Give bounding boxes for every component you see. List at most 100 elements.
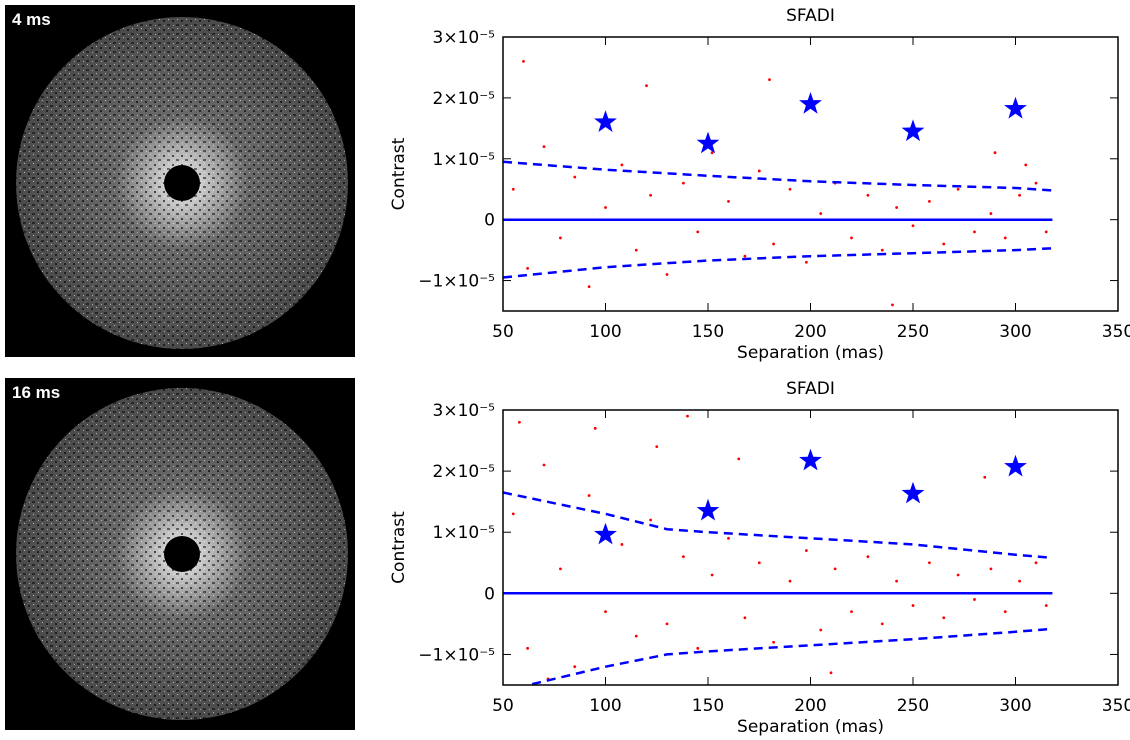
data-point — [850, 610, 853, 614]
data-point — [665, 273, 669, 276]
image-label: 4 ms — [12, 10, 51, 29]
x-tick-label: 100 — [589, 696, 621, 716]
x-axis-label: Separation (mas) — [737, 343, 884, 363]
data-point — [542, 145, 546, 149]
dashed-curve — [503, 160, 1053, 192]
data-point — [604, 206, 607, 209]
data-point — [866, 193, 870, 197]
data-point — [1003, 236, 1007, 240]
data-point — [511, 187, 515, 191]
data-point — [1034, 561, 1038, 565]
data-point — [772, 242, 775, 246]
data-point — [518, 420, 521, 424]
data-point — [727, 536, 730, 540]
y-tick-label: 1×10⁻⁵ — [433, 523, 495, 543]
chart-title: SFADI — [786, 6, 835, 26]
x-tick-label: 150 — [692, 696, 724, 716]
data-point — [805, 549, 808, 552]
x-tick-label: 50 — [492, 696, 514, 716]
star-marker — [901, 119, 925, 142]
data-point — [911, 604, 915, 607]
data-point — [788, 187, 792, 191]
plot-area — [503, 414, 1053, 685]
data-point — [805, 260, 808, 264]
plot-area — [503, 59, 1053, 307]
data-point — [682, 555, 685, 559]
data-point — [989, 212, 993, 215]
data-point — [686, 414, 689, 418]
star-marker — [799, 92, 822, 114]
star-marker — [696, 498, 720, 521]
y-axis-label: Contrast — [389, 511, 409, 584]
data-point — [573, 175, 577, 179]
data-point — [620, 163, 624, 167]
y-tick-label: 0 — [484, 211, 495, 231]
data-point — [743, 616, 747, 620]
data-point — [649, 193, 652, 197]
data-point — [1003, 610, 1007, 614]
data-point — [891, 303, 894, 307]
data-point — [895, 206, 898, 209]
data-point — [1044, 230, 1048, 234]
y-axis-label: Contrast — [389, 137, 409, 210]
data-point — [696, 646, 700, 650]
data-point — [1024, 163, 1028, 167]
data-point — [928, 561, 931, 565]
data-point — [573, 665, 577, 669]
data-point — [993, 151, 997, 155]
y-tick-label: −1×10⁻⁵ — [418, 272, 495, 292]
dashed-curve — [523, 627, 1053, 685]
x-axis-label: Separation (mas) — [737, 717, 884, 736]
data-point — [772, 640, 775, 644]
star-marker — [594, 522, 617, 545]
data-point — [757, 561, 761, 565]
data-point — [956, 573, 960, 577]
data-point — [587, 494, 591, 497]
data-point — [989, 567, 993, 571]
data-point — [743, 254, 747, 258]
x-tick-label: 300 — [999, 322, 1031, 342]
data-point — [727, 200, 730, 203]
x-tick-label: 350 — [1102, 696, 1130, 716]
y-tick-label: 3×10⁻⁵ — [433, 401, 495, 421]
data-point — [757, 169, 761, 173]
image-panel: 16 ms — [5, 378, 355, 730]
data-point — [880, 248, 884, 252]
data-point — [833, 567, 837, 571]
x-tick-label: 350 — [1102, 322, 1130, 342]
data-point — [526, 646, 529, 650]
y-tick-label: 3×10⁻⁵ — [433, 28, 495, 48]
x-tick-label: 200 — [794, 696, 826, 716]
data-point — [737, 457, 741, 461]
data-point — [942, 242, 946, 246]
data-point — [593, 426, 597, 430]
data-point — [559, 567, 562, 571]
plot-frame — [502, 409, 1119, 686]
data-point — [819, 212, 823, 215]
y-tick-label: 0 — [484, 584, 495, 604]
data-point — [604, 610, 607, 614]
y-tick-label: 2×10⁻⁵ — [433, 89, 495, 109]
star-marker — [696, 131, 720, 154]
data-point — [1018, 193, 1021, 197]
data-point — [526, 266, 529, 270]
star-marker — [901, 481, 925, 504]
data-point — [942, 616, 946, 620]
data-point — [829, 671, 833, 675]
dashed-curve — [503, 247, 1053, 279]
data-point — [866, 555, 870, 559]
data-point — [928, 200, 931, 203]
x-tick-label: 50 — [492, 322, 514, 342]
data-point — [634, 634, 638, 638]
data-point — [620, 543, 624, 546]
data-point — [696, 230, 700, 234]
data-point — [665, 622, 669, 626]
chart: SFADI Separation (mas) Contrast 50 100 150 200… — [389, 379, 1130, 737]
data-point — [542, 463, 546, 467]
data-point — [710, 151, 714, 155]
data-point — [911, 224, 915, 228]
data-point — [634, 248, 638, 252]
data-point — [511, 512, 515, 516]
x-tick-label: 150 — [692, 322, 724, 342]
x-tick-label: 300 — [999, 696, 1031, 716]
